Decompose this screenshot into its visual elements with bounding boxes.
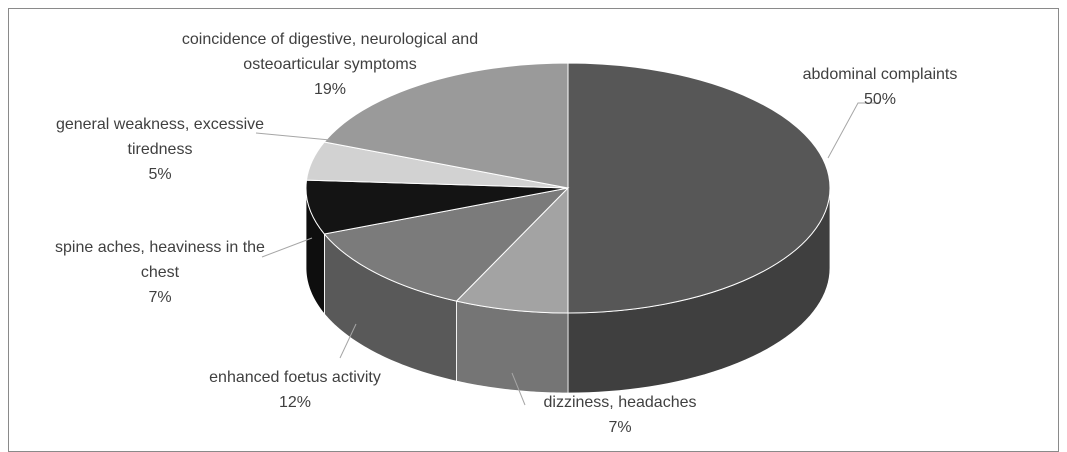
category-name: general weakness, excessive tiredness	[55, 116, 265, 158]
category-name: abdominal complaints	[802, 66, 958, 83]
slice-label: enhanced foetus activity 12%	[185, 365, 405, 415]
category-name: coincidence of digestive, neurological a…	[181, 31, 479, 73]
slice-label: dizziness, headaches 7%	[525, 390, 715, 440]
value-label: 7%	[608, 419, 632, 436]
slice	[567, 62, 831, 314]
value-label: 19%	[313, 81, 347, 98]
leader-lines	[255, 102, 880, 406]
slice	[455, 186, 569, 314]
pie-sides	[305, 187, 831, 394]
slice-label: abdominal complaints 50%	[785, 62, 975, 112]
value-label: 12%	[278, 394, 312, 411]
category-name: spine aches, heaviness in the chest	[55, 239, 265, 281]
slice-label: general weakness, excessive tiredness 5%	[30, 112, 290, 187]
slice-label: spine aches, heaviness in the chest 7%	[45, 235, 275, 310]
slice	[323, 187, 570, 302]
value-label: 50%	[863, 91, 897, 108]
leader-line	[511, 372, 526, 406]
value-label: 5%	[148, 166, 172, 183]
slice	[323, 62, 569, 189]
category-name: enhanced foetus activity	[209, 369, 381, 386]
slice	[305, 179, 569, 235]
leader-line	[255, 132, 331, 141]
value-label: 7%	[148, 289, 172, 306]
pie-tops	[305, 62, 831, 314]
leader-line	[339, 323, 357, 359]
slice-side	[456, 300, 569, 394]
leader-line	[261, 237, 313, 258]
slice-label: coincidence of digestive, neurological a…	[170, 27, 490, 102]
category-name: dizziness, headaches	[543, 394, 697, 411]
leader-line	[827, 102, 880, 159]
